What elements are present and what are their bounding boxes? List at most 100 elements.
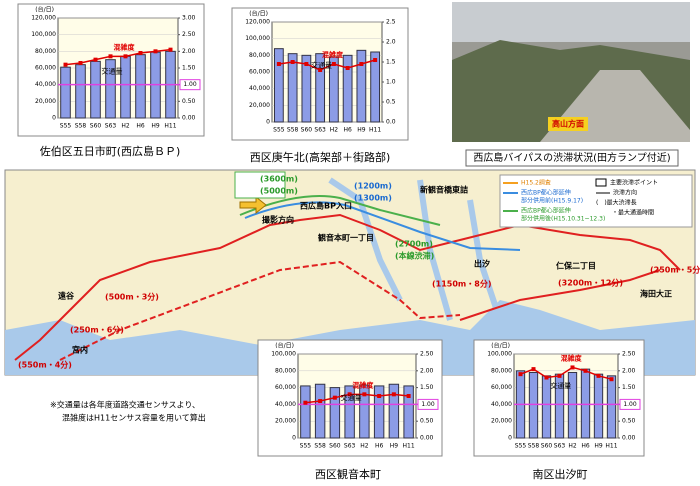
x-tick-label: H9 <box>594 443 603 450</box>
y2-tick-label: 1.50 <box>622 384 636 391</box>
y-tick-label: 80,000 <box>249 52 270 59</box>
congestion-point <box>362 392 367 397</box>
map-label: 観音本町一丁目 <box>318 233 374 243</box>
map-label: 撮影方向 <box>262 215 294 225</box>
congestion-point <box>168 47 173 52</box>
map-label: (3600m) <box>260 175 298 184</box>
legend-text: 渋滞方向 <box>613 189 637 197</box>
congestion-point <box>108 54 113 59</box>
bar <box>567 371 578 439</box>
y-tick-label: 0 <box>292 435 296 442</box>
legend-text: 主要渋滞ポイント <box>610 179 658 187</box>
y2-tick-label: 3.00 <box>182 15 196 22</box>
y-tick-label: 40,000 <box>249 85 270 92</box>
y-axis-label: (台/日) <box>249 10 268 18</box>
y-axis-label: (台/日) <box>275 342 294 350</box>
chart-title: 南区出汐町 <box>533 467 588 481</box>
x-tick-label: H9 <box>390 443 399 450</box>
legend-label: 混雑度 <box>114 42 136 51</box>
x-tick-label: H2 <box>121 123 130 130</box>
x-tick-label: H2 <box>568 443 577 450</box>
map-label: 出汐 <box>474 259 490 269</box>
y2-tick-label: 2.0 <box>386 39 396 46</box>
y2-tick-label: 0.5 <box>386 99 396 106</box>
legend-text: 西広BP都心部延伸 <box>521 207 571 215</box>
legend-label: 交通量 <box>341 393 362 402</box>
y-tick-label: 80,000 <box>35 48 56 55</box>
bar <box>120 55 131 119</box>
congestion-point <box>406 394 411 398</box>
congestion-line <box>278 59 376 71</box>
x-tick-label: S55 <box>60 123 72 130</box>
bar <box>359 384 370 439</box>
shoot-arrow <box>239 195 267 215</box>
reference-label: 1.00 <box>183 81 197 88</box>
x-tick-label: H11 <box>369 127 381 134</box>
photo-label: 高山方面 <box>552 119 584 129</box>
x-tick-label: S58 <box>75 123 87 130</box>
reference-label: 1.00 <box>623 401 637 408</box>
x-tick-label: H2 <box>330 127 339 134</box>
map-label: 海田大正 <box>640 289 672 299</box>
legend-text: ・最大通過時間 <box>612 209 654 217</box>
congestion-point <box>276 62 281 66</box>
y-tick-label: 80,000 <box>275 367 296 374</box>
route-blue <box>244 201 521 251</box>
x-tick-label: H6 <box>581 443 590 450</box>
legend-text: H15.2調査 <box>521 179 551 187</box>
photo-caption: 西広島バイパスの渋滞状況(田方ランプ付近) <box>473 151 670 164</box>
map-label: (2700m) <box>395 240 433 249</box>
bar <box>328 56 339 123</box>
river <box>328 177 503 321</box>
map-label: (550m・4分) <box>18 360 72 370</box>
sky <box>452 2 690 42</box>
x-tick-label: S60 <box>301 127 313 134</box>
congestion-point <box>518 372 523 377</box>
x-tick-label: H9 <box>151 123 160 130</box>
x-tick-label: S58 <box>528 443 540 450</box>
congestion-point <box>153 49 158 54</box>
y2-tick-label: 1.50 <box>420 384 434 391</box>
legend-text: 西広BP都心部延伸 <box>521 189 571 197</box>
y2-tick-label: 1.0 <box>386 79 396 86</box>
congestion-point <box>347 392 352 397</box>
congestion-point <box>596 373 601 378</box>
map-label: (1200m) <box>354 182 392 191</box>
congestion-point <box>63 62 68 67</box>
y-axis-label: (台/日) <box>491 342 510 350</box>
reference-box <box>619 398 641 410</box>
y-tick-label: 20,000 <box>249 102 270 109</box>
congestion-point <box>609 377 614 382</box>
congestion-point <box>303 400 308 405</box>
y-tick-label: 60,000 <box>491 384 512 391</box>
congestion-point <box>318 68 323 72</box>
congestion-point <box>359 62 364 66</box>
bar <box>388 383 400 439</box>
bar <box>342 54 353 123</box>
bar <box>135 54 146 119</box>
y2-tick-label: 2.00 <box>182 48 196 55</box>
x-tick-label: S58 <box>287 127 299 134</box>
x-tick-label: S63 <box>554 443 566 450</box>
y2-tick-label: 2.00 <box>420 367 434 374</box>
y-tick-label: 20,000 <box>491 418 512 425</box>
congestion-point <box>93 57 98 62</box>
bar <box>60 66 71 119</box>
bar <box>356 49 367 123</box>
y2-tick-label: 2.50 <box>622 351 636 358</box>
x-tick-label: H6 <box>343 127 352 134</box>
y-tick-label: 100,000 <box>245 35 270 42</box>
map-label: (3200m・12分) <box>558 278 623 288</box>
congestion-point <box>138 51 143 55</box>
bar <box>300 385 311 439</box>
x-tick-label: S63 <box>105 123 117 130</box>
bar <box>593 373 604 439</box>
bar <box>287 53 298 123</box>
y-tick-label: 60,000 <box>249 69 270 76</box>
note: 混雑度はH11センサス容量を用いて算出 <box>62 413 206 423</box>
y-tick-label: 80,000 <box>491 367 512 374</box>
congestion-point <box>531 367 536 372</box>
bar <box>75 64 86 119</box>
congestion-line <box>305 393 409 404</box>
